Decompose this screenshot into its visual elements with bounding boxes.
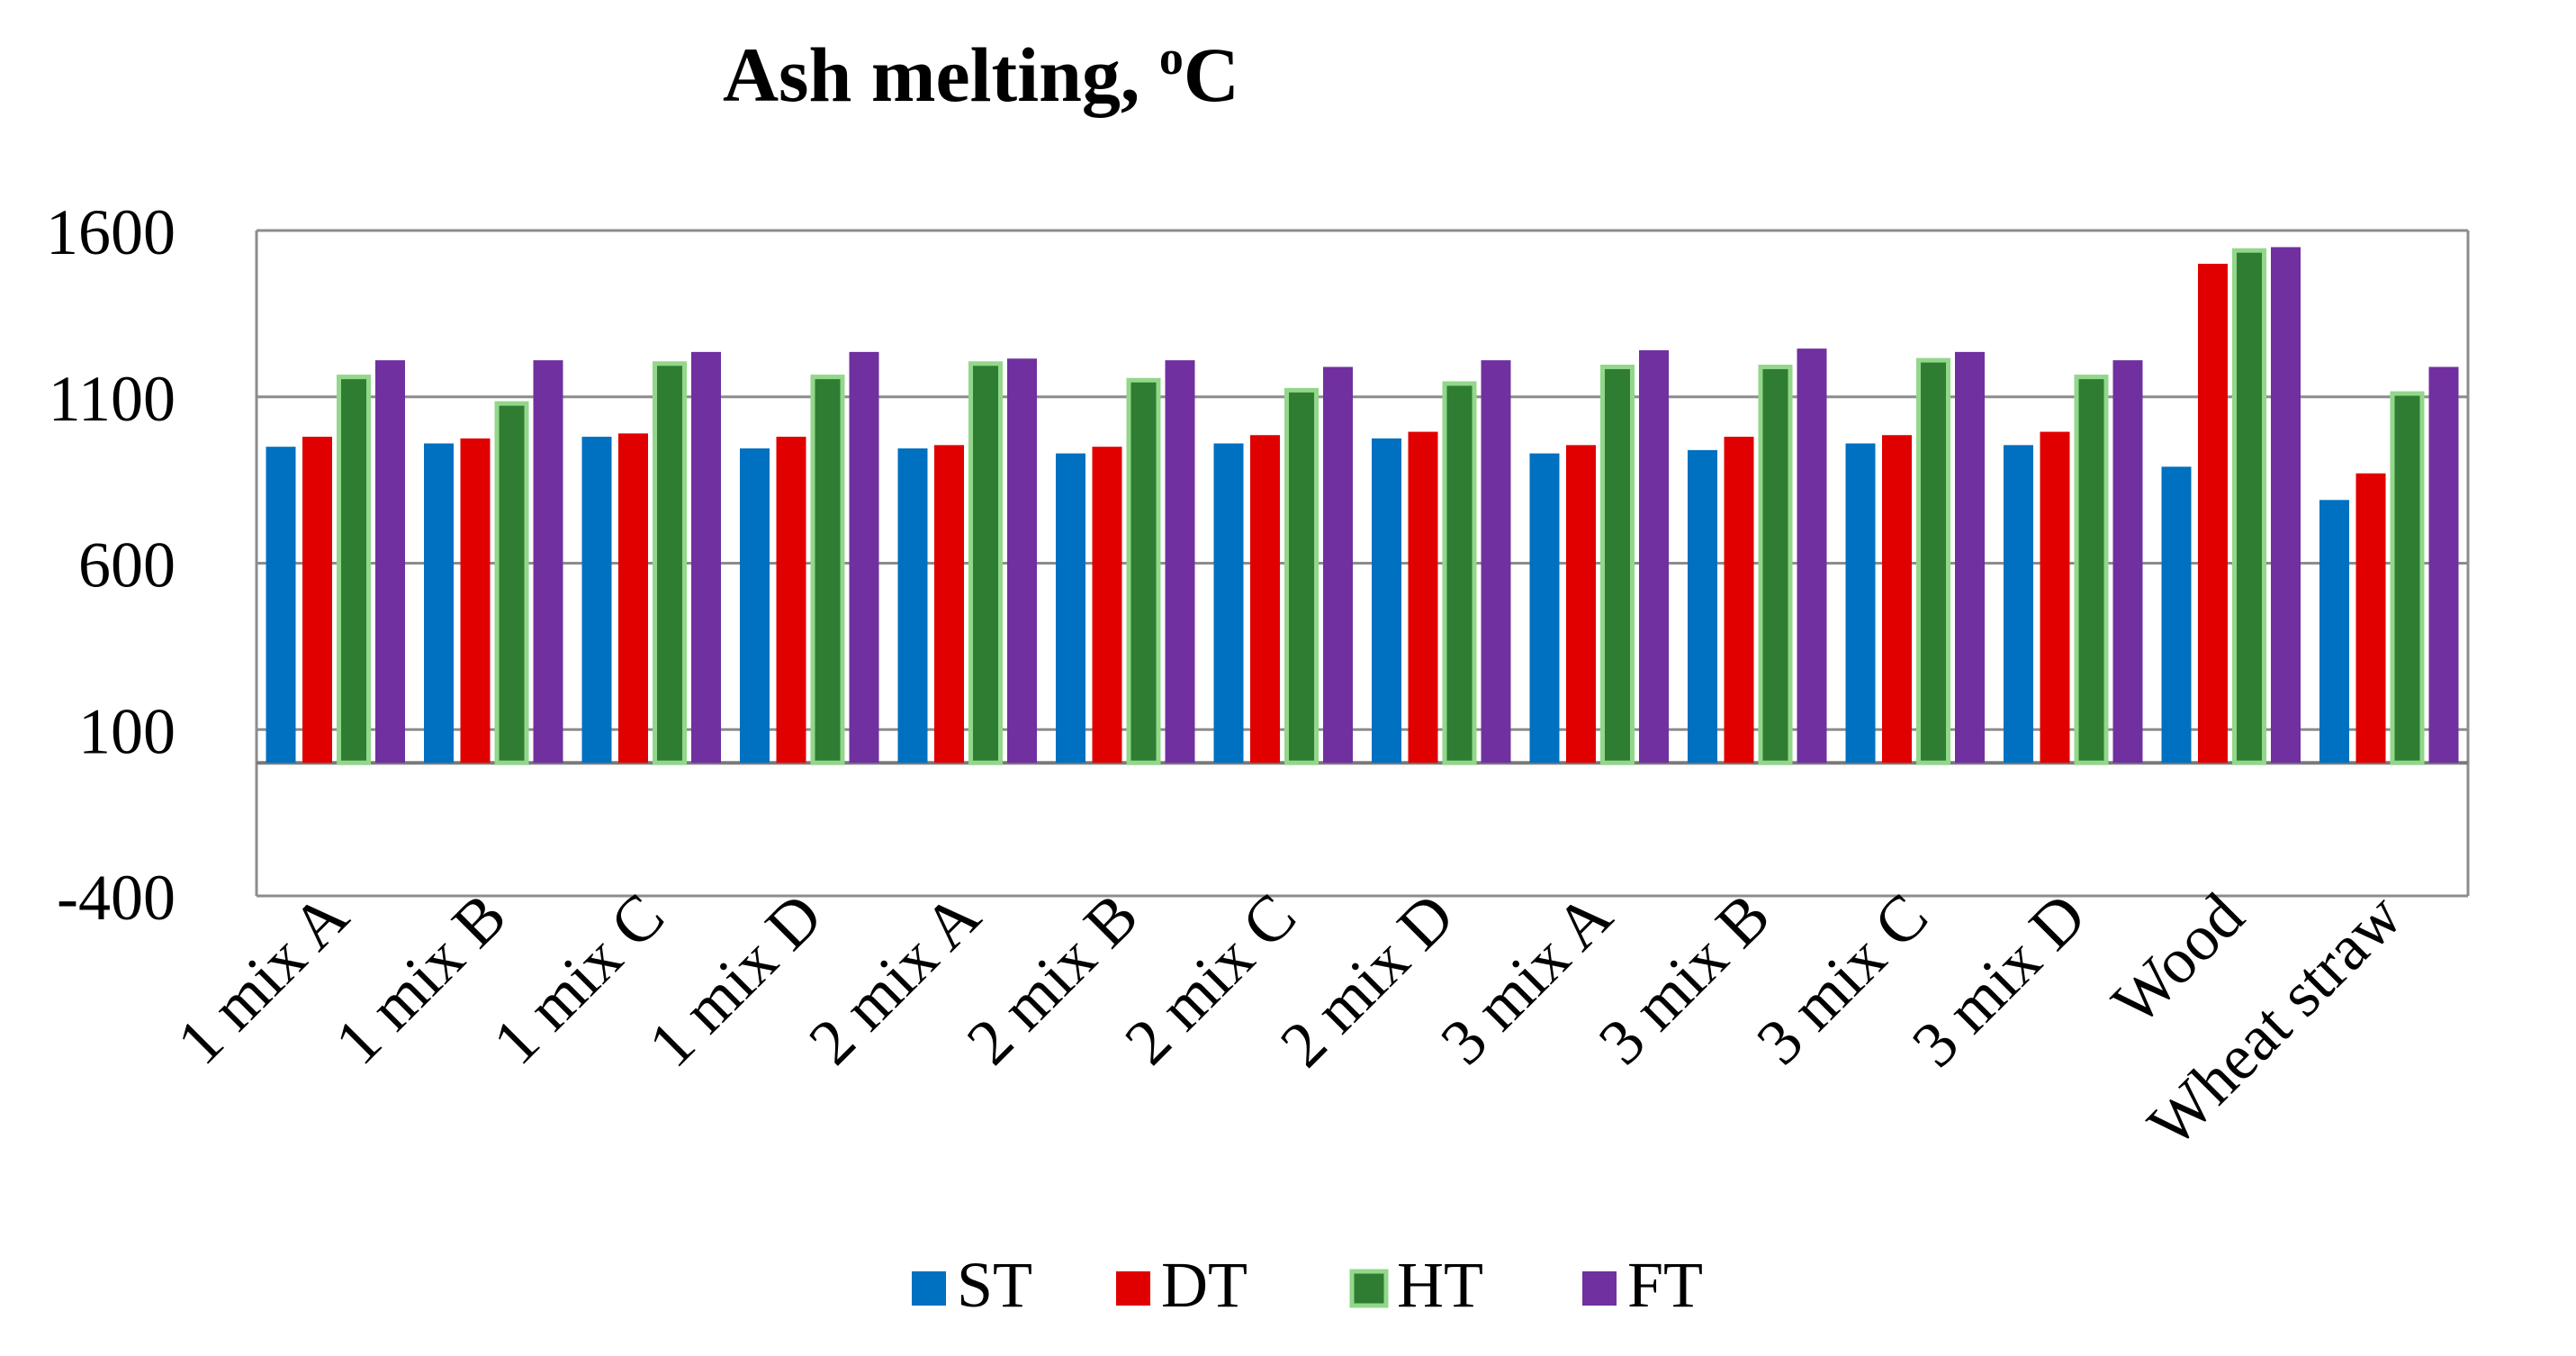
bar-ft xyxy=(1797,348,1827,764)
bar-st xyxy=(897,448,928,764)
legend-swatch-st xyxy=(912,1271,946,1306)
bar-ft xyxy=(691,351,721,764)
x-tick-label: 2 mix C xyxy=(1111,880,1310,1079)
legend-swatch-ht xyxy=(1349,1269,1389,1308)
x-tick-label: 3 mix C xyxy=(1743,880,1941,1079)
bar-st xyxy=(2319,500,2349,764)
bar-dt xyxy=(2040,431,2070,764)
bar-ht xyxy=(1758,364,1793,765)
y-tick-label: 100 xyxy=(78,695,176,767)
bar-ft xyxy=(1007,358,1037,764)
x-tick-label: 1 mix C xyxy=(479,880,678,1079)
bar-ft xyxy=(1323,366,1353,764)
bar-st xyxy=(2161,466,2192,764)
bar-st xyxy=(2004,445,2033,764)
bar-st xyxy=(266,447,296,764)
bar-dt xyxy=(1092,447,1122,764)
bar-dt xyxy=(302,437,332,764)
bar-st xyxy=(581,437,612,764)
bar-ht xyxy=(810,375,845,765)
chart-title: Ash melting, oC xyxy=(723,31,1239,118)
x-tick-label: 1 mix D xyxy=(635,880,835,1080)
x-tick-label: 3 mix D xyxy=(1898,880,2099,1080)
bar-st xyxy=(1056,453,1085,764)
bar-ht xyxy=(1600,364,1635,765)
y-tick-label: 1600 xyxy=(46,196,176,268)
bar-ht xyxy=(968,361,1003,765)
bar-ft xyxy=(1481,360,1511,764)
bar-dt xyxy=(1250,435,1280,764)
bar-st xyxy=(1688,449,1717,764)
bar-st xyxy=(1845,443,1876,764)
bar-st xyxy=(424,443,454,764)
bar-st xyxy=(1213,443,1244,764)
y-axis-tick-labels: -400 100 600 1100 1600 xyxy=(46,196,176,934)
bar-dt xyxy=(460,438,491,764)
bar-dt xyxy=(618,433,648,764)
y-tick-label: 600 xyxy=(78,529,176,601)
legend-label-dt: DT xyxy=(1161,1249,1247,1321)
legend-label-ht: HT xyxy=(1397,1249,1483,1321)
bar-dt xyxy=(1882,435,1912,764)
x-tick-label: 3 mix B xyxy=(1585,880,1784,1079)
x-tick-label: 2 mix D xyxy=(1266,880,1467,1080)
y-tick-label: -400 xyxy=(57,862,176,934)
bar-dt xyxy=(776,437,806,764)
bar-st xyxy=(1372,438,1401,764)
x-tick-label: 3 mix A xyxy=(1427,880,1626,1079)
bar-ft xyxy=(849,351,879,764)
bar-dt xyxy=(2198,263,2228,764)
x-tick-label: 2 mix A xyxy=(795,880,994,1079)
bar-ft xyxy=(2271,247,2301,764)
bar-ht xyxy=(1916,357,1950,765)
bar-ft xyxy=(1639,350,1669,764)
x-axis-tick-labels: 1 mix A1 mix B1 mix C1 mix D2 mix A2 mix… xyxy=(163,880,2415,1161)
legend: ST DT HT FT xyxy=(912,1249,1703,1321)
legend-label-st: ST xyxy=(957,1249,1032,1321)
bar-dt xyxy=(934,445,964,764)
bar-ht xyxy=(494,401,529,765)
legend-label-ft: FT xyxy=(1627,1249,1703,1321)
bar-ht xyxy=(2390,391,2425,765)
bar-ft xyxy=(2112,360,2143,764)
chart-title-degree: o xyxy=(1159,31,1184,85)
x-tick-label: 1 mix A xyxy=(163,880,362,1079)
bar-ft xyxy=(375,360,405,764)
bar-ht xyxy=(2232,248,2266,765)
x-tick-label: 1 mix B xyxy=(321,880,520,1079)
chart-title-main: Ash melting, xyxy=(723,32,1159,118)
bar-ft xyxy=(2428,366,2459,764)
bar-dt xyxy=(1566,445,1596,764)
chart-title-unit: C xyxy=(1184,32,1239,118)
bar-ft xyxy=(1165,360,1195,764)
legend-swatch-dt xyxy=(1116,1271,1150,1306)
bars xyxy=(266,247,2459,765)
bar-ht xyxy=(1126,377,1161,765)
legend-swatch-ft xyxy=(1582,1271,1617,1306)
bar-ht xyxy=(2074,375,2109,765)
x-tick-label: 2 mix B xyxy=(953,880,1152,1079)
bar-ht xyxy=(1284,387,1319,765)
bar-ht xyxy=(337,375,371,765)
bar-ht xyxy=(1442,381,1477,765)
bar-dt xyxy=(2355,473,2386,764)
bar-ft xyxy=(1955,351,1985,764)
y-tick-label: 1100 xyxy=(49,363,176,435)
bar-st xyxy=(740,448,770,764)
bar-st xyxy=(1529,453,1560,764)
bar-dt xyxy=(1724,437,1754,764)
bar-dt xyxy=(1408,431,1438,764)
bar-ht xyxy=(653,361,687,765)
bar-ft xyxy=(533,360,563,764)
